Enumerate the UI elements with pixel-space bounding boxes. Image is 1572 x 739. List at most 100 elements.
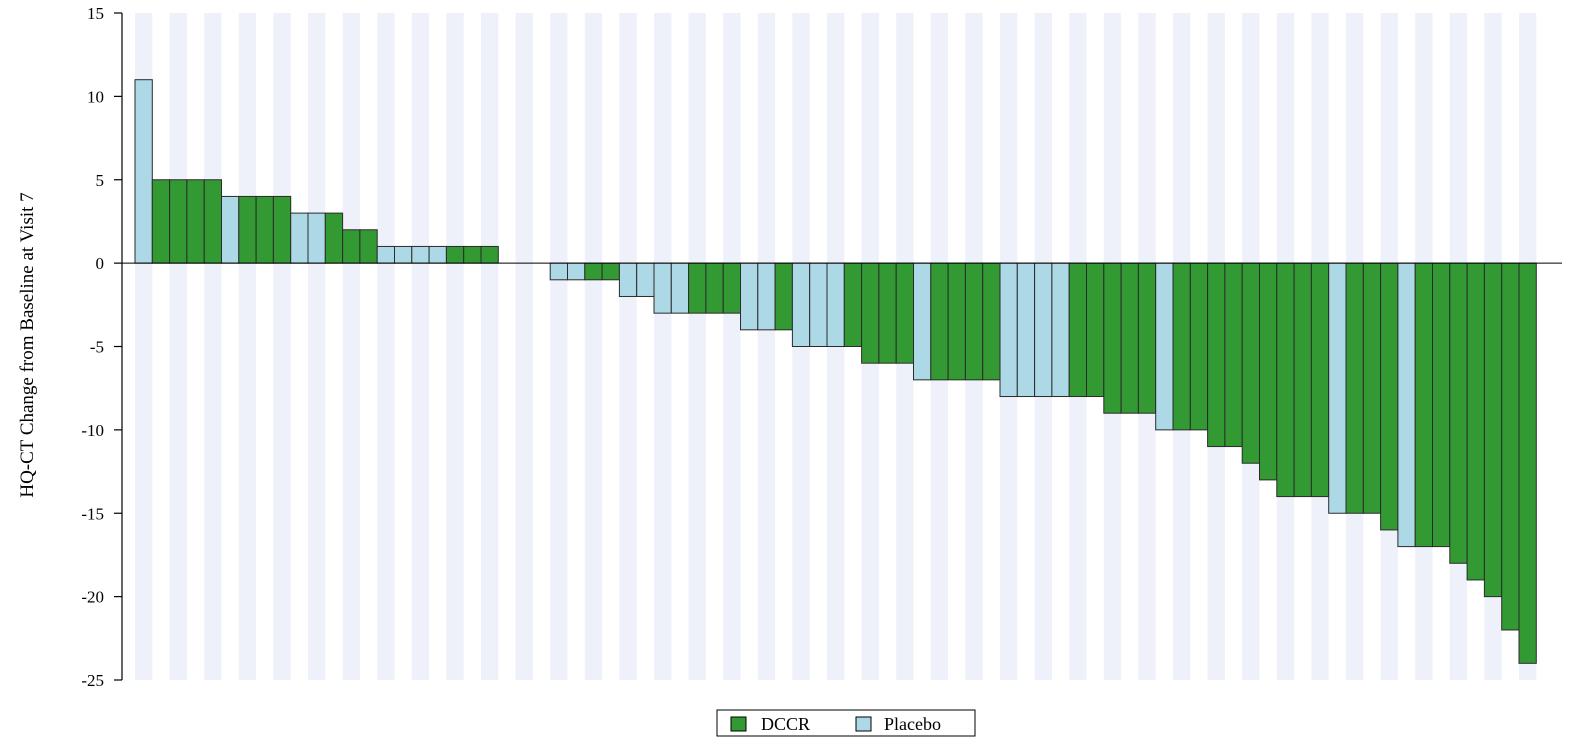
- bar-dccr: [947, 262, 966, 381]
- bar-dccr: [463, 245, 482, 264]
- bar-placebo: [809, 262, 828, 347]
- bar-placebo: [740, 262, 759, 331]
- background-band: [723, 13, 741, 680]
- bars-layer: [122, 79, 1562, 664]
- y-tick-label: -5: [90, 338, 104, 357]
- bar-placebo: [549, 262, 569, 281]
- bar-placebo: [826, 262, 845, 347]
- bar-dccr: [1345, 262, 1364, 514]
- bar-placebo: [653, 262, 672, 314]
- y-tick-label: 10: [87, 87, 104, 106]
- background-band: [238, 13, 257, 680]
- bar-dccr: [1501, 262, 1520, 631]
- background-band: [446, 13, 464, 680]
- bar-dccr: [843, 262, 863, 347]
- bar-dccr: [705, 262, 724, 314]
- bar-placebo: [411, 245, 430, 264]
- bar-dccr: [1086, 262, 1105, 398]
- bar-dccr: [169, 179, 188, 264]
- bar-dccr: [1241, 262, 1260, 464]
- legend-box: [716, 709, 976, 737]
- bar-dccr: [584, 262, 603, 281]
- legend: DCCR Placebo: [716, 709, 976, 737]
- bar-dccr: [1310, 262, 1330, 498]
- bar-dccr: [1362, 262, 1382, 514]
- bar-dccr: [774, 262, 793, 331]
- bar-dccr: [1466, 262, 1485, 581]
- bar-dccr: [1380, 262, 1399, 531]
- bar-dccr: [1483, 262, 1503, 598]
- background-band: [273, 13, 291, 680]
- bar-dccr: [359, 229, 378, 264]
- y-tick-label: -15: [81, 504, 104, 523]
- background-band: [550, 13, 568, 680]
- bar-dccr: [722, 262, 742, 314]
- legend-swatch-placebo: [855, 716, 872, 732]
- bar-dccr: [1189, 262, 1209, 431]
- y-tick-label: 5: [96, 171, 105, 190]
- bar-dccr: [1103, 262, 1122, 414]
- background-band: [308, 13, 326, 680]
- bar-dccr: [324, 212, 344, 264]
- bar-placebo: [307, 212, 326, 264]
- bar-dccr: [480, 245, 499, 264]
- bar-placebo: [1328, 262, 1347, 514]
- bar-dccr: [151, 179, 171, 264]
- bar-placebo: [1155, 262, 1174, 431]
- bar-dccr: [964, 262, 984, 381]
- bar-placebo: [1051, 262, 1070, 398]
- bar-dccr: [1120, 262, 1139, 414]
- y-tick-label: -25: [81, 671, 104, 690]
- background-band: [654, 13, 672, 680]
- legend-swatch-dccr: [730, 716, 747, 732]
- bar-placebo: [636, 262, 655, 297]
- bar-placebo: [1016, 262, 1036, 398]
- bar-dccr: [238, 195, 257, 264]
- bar-dccr: [688, 262, 707, 314]
- bar-placebo: [134, 79, 153, 264]
- bar-dccr: [930, 262, 949, 381]
- bar-placebo: [757, 262, 776, 331]
- bar-placebo: [290, 212, 309, 264]
- bar-dccr: [203, 179, 222, 264]
- legend-label-dccr: DCCR: [761, 714, 810, 734]
- bar-dccr: [1293, 262, 1312, 498]
- bar-dccr: [272, 195, 292, 264]
- bar-dccr: [342, 229, 361, 264]
- bar-placebo: [394, 245, 413, 264]
- y-tick-label: 0: [96, 254, 105, 273]
- bar-dccr: [1449, 262, 1468, 564]
- bar-placebo: [567, 262, 586, 281]
- bar-dccr: [1068, 262, 1087, 398]
- bar-placebo: [913, 262, 932, 381]
- background-band: [411, 13, 430, 680]
- y-axis-title: HQ-CT Change from Baseline at Visit 7: [17, 192, 38, 497]
- background-band: [169, 13, 187, 680]
- bar-placebo: [428, 245, 447, 264]
- bar-dccr: [186, 179, 205, 264]
- bar-placebo: [1397, 262, 1416, 548]
- bar-dccr: [878, 262, 897, 364]
- background-band: [342, 13, 360, 680]
- bar-dccr: [1518, 262, 1537, 664]
- y-tick-label: -10: [81, 421, 104, 440]
- background-band: [481, 13, 499, 680]
- bar-placebo: [1034, 262, 1053, 398]
- bar-placebo: [618, 262, 638, 297]
- background-band: [619, 13, 637, 680]
- bar-placebo: [670, 262, 690, 314]
- bar-dccr: [1414, 262, 1433, 548]
- bar-dccr: [1259, 262, 1278, 481]
- bar-placebo: [791, 262, 811, 347]
- bar-dccr: [1172, 262, 1191, 431]
- bar-dccr: [445, 245, 465, 264]
- background-band: [515, 13, 533, 680]
- bar-dccr: [1432, 262, 1451, 548]
- background-band: [757, 13, 776, 680]
- bar-dccr: [601, 262, 620, 281]
- y-tick-label: 15: [87, 4, 104, 23]
- y-axis: 15 10 5 0 -5 -10 -15 -20 -25: [81, 4, 123, 690]
- legend-label-placebo: Placebo: [884, 714, 941, 734]
- bar-placebo: [221, 195, 240, 264]
